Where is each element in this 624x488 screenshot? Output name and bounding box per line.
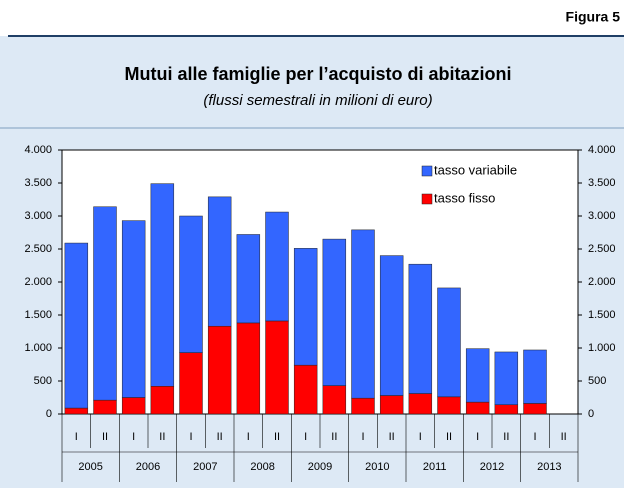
x-year-label: 2005	[78, 461, 102, 473]
x-tick-label: I	[247, 431, 250, 443]
legend-swatch	[421, 165, 433, 177]
bar-segment	[150, 386, 175, 415]
bar-segment	[265, 211, 289, 322]
x-tick-label: II	[159, 431, 165, 443]
bar-segment	[437, 287, 461, 398]
bar-segment	[64, 242, 89, 409]
bar-segment	[351, 229, 375, 399]
y-tick-label: 1.500	[24, 309, 52, 321]
bar-segment	[236, 322, 261, 415]
y-tick-label: 4.000	[24, 144, 52, 156]
y-tick-label: 500	[34, 375, 52, 387]
y2-tick-label: 2.000	[588, 276, 616, 288]
x-tick-label: I	[189, 431, 192, 443]
bar-segment	[523, 349, 547, 404]
bar-segment	[207, 325, 232, 415]
bar-segment	[437, 396, 461, 415]
x-year-label: 2009	[308, 461, 332, 473]
y2-tick-label: 1.000	[588, 342, 616, 354]
bar-segment	[93, 206, 117, 401]
x-tick-label: II	[217, 431, 223, 443]
x-tick-label: II	[561, 431, 567, 443]
y-tick-label: 3.500	[24, 177, 52, 189]
x-year-label: 2008	[250, 461, 274, 473]
x-tick-label: I	[476, 431, 479, 443]
bar-segment	[465, 348, 490, 403]
y-tick-label: 0	[46, 408, 52, 420]
y2-tick-label: 0	[588, 408, 594, 420]
y2-tick-label: 1.500	[588, 309, 616, 321]
y2-tick-label: 3.000	[588, 210, 616, 222]
x-year-label: 2010	[365, 461, 389, 473]
x-tick-label: I	[75, 431, 78, 443]
y2-tick-label: 3.500	[588, 177, 616, 189]
x-year-label: 2011	[423, 461, 447, 473]
bar-segment	[351, 397, 375, 415]
legend-label: tasso variabile	[434, 162, 517, 177]
y2-tick-label: 500	[588, 375, 606, 387]
x-tick-label: I	[533, 431, 536, 443]
legend-swatch	[421, 193, 433, 205]
y2-tick-label: 2.500	[588, 243, 616, 255]
bar-segment	[408, 393, 433, 415]
x-tick-label: I	[361, 431, 364, 443]
x-tick-label: II	[102, 431, 108, 443]
x-year-label: 2012	[480, 461, 504, 473]
bar-segment	[179, 352, 203, 415]
x-tick-label: II	[274, 431, 280, 443]
bar-segment	[150, 183, 175, 387]
bar-segment	[379, 255, 404, 396]
bar-segment	[379, 395, 404, 415]
bar-segment	[322, 385, 347, 415]
bar-segment	[465, 401, 490, 415]
bar-segment	[494, 404, 519, 415]
chart-title: Mutui alle famiglie per l’acquisto di ab…	[124, 64, 511, 84]
bar-segment	[236, 234, 261, 324]
legend-label: tasso fisso	[434, 190, 495, 205]
bar-segment	[265, 320, 289, 415]
bar-segment	[207, 196, 232, 327]
plot-area	[61, 149, 579, 415]
bar-segment	[293, 248, 318, 366]
y-tick-label: 2.500	[24, 243, 52, 255]
bar-segment	[408, 263, 433, 394]
bar-segment	[293, 364, 318, 415]
x-tick-label: II	[331, 431, 337, 443]
bar-segment	[121, 220, 146, 398]
y2-tick-label: 4.000	[588, 144, 616, 156]
y-tick-label: 2.000	[24, 276, 52, 288]
bar-segment	[64, 407, 89, 415]
x-year-label: 2007	[193, 461, 217, 473]
x-tick-label: I	[132, 431, 135, 443]
chart-subtitle: (flussi semestrali in milioni di euro)	[203, 92, 432, 109]
bar-segment	[93, 399, 117, 415]
x-tick-label: II	[503, 431, 509, 443]
figure-label: Figura 5	[566, 9, 621, 25]
bar-segment	[523, 403, 547, 415]
bar-segment	[179, 215, 203, 353]
x-tick-label: II	[446, 431, 452, 443]
bar-segment	[121, 397, 146, 415]
x-tick-label: I	[419, 431, 422, 443]
y-tick-label: 1.000	[24, 342, 52, 354]
x-tick-label: I	[304, 431, 307, 443]
bar-segment	[494, 351, 519, 406]
x-year-label: 2013	[537, 461, 561, 473]
bar-segment	[322, 238, 347, 386]
x-tick-label: II	[389, 431, 395, 443]
y-tick-label: 3.000	[24, 210, 52, 222]
x-year-label: 2006	[136, 461, 160, 473]
